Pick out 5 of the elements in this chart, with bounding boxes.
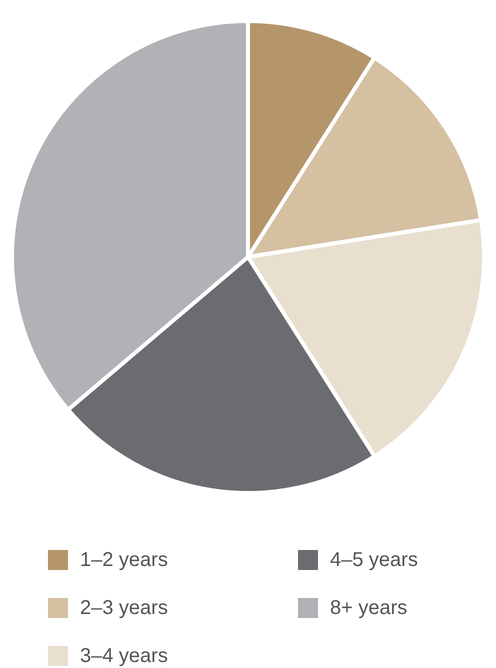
legend-label: 3–4 years bbox=[80, 644, 168, 668]
legend-label: 4–5 years bbox=[330, 548, 418, 572]
legend-label: 1–2 years bbox=[80, 548, 168, 572]
legend-label: 2–3 years bbox=[80, 596, 168, 620]
legend-label: 8+ years bbox=[330, 596, 408, 620]
